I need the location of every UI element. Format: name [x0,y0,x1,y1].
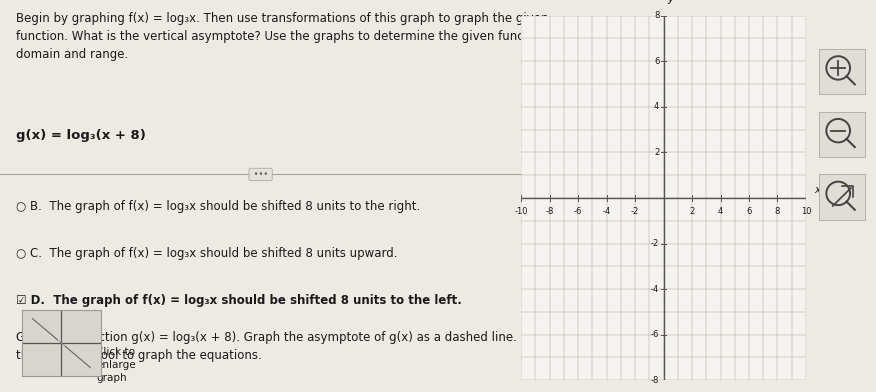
Text: -2: -2 [651,239,660,248]
Text: Begin by graphing f(x) = log₃x. Then use transformations of this graph to graph : Begin by graphing f(x) = log₃x. Then use… [16,12,555,61]
Text: 4: 4 [654,102,660,111]
Text: -10: -10 [514,207,528,216]
Text: 2: 2 [654,148,660,157]
Text: -8: -8 [546,207,554,216]
Text: ☑ D.  The graph of f(x) = log₃x should be shifted 8 units to the left.: ☑ D. The graph of f(x) = log₃x should be… [16,294,462,307]
Text: -6: -6 [651,330,660,339]
Text: g(x) = log₃(x + 8): g(x) = log₃(x + 8) [16,129,145,142]
Text: -4: -4 [603,207,611,216]
Text: x: x [815,185,821,194]
Text: -2: -2 [631,207,639,216]
Text: -8: -8 [651,376,660,385]
Text: 6: 6 [746,207,752,216]
Text: Graph the function g(x) = log₃(x + 8). Graph the asymptote of g(x) as a dashed l: Graph the function g(x) = log₃(x + 8). G… [16,331,542,362]
Text: -6: -6 [574,207,583,216]
Text: •••: ••• [251,170,271,179]
Text: 2: 2 [689,207,695,216]
Text: ○ C.  The graph of f(x) = log₃x should be shifted 8 units upward.: ○ C. The graph of f(x) = log₃x should be… [16,247,397,260]
Text: -4: -4 [651,285,660,294]
Text: 8: 8 [653,11,660,20]
Text: 4: 4 [718,207,723,216]
Text: Click to
enlarge
graph: Click to enlarge graph [96,347,136,383]
Text: 10: 10 [801,207,811,216]
Text: ○ B.  The graph of f(x) = log₃x should be shifted 8 units to the right.: ○ B. The graph of f(x) = log₃x should be… [16,200,420,213]
Text: 6: 6 [653,57,660,66]
Text: 8: 8 [774,207,781,216]
Text: y: y [668,0,674,4]
